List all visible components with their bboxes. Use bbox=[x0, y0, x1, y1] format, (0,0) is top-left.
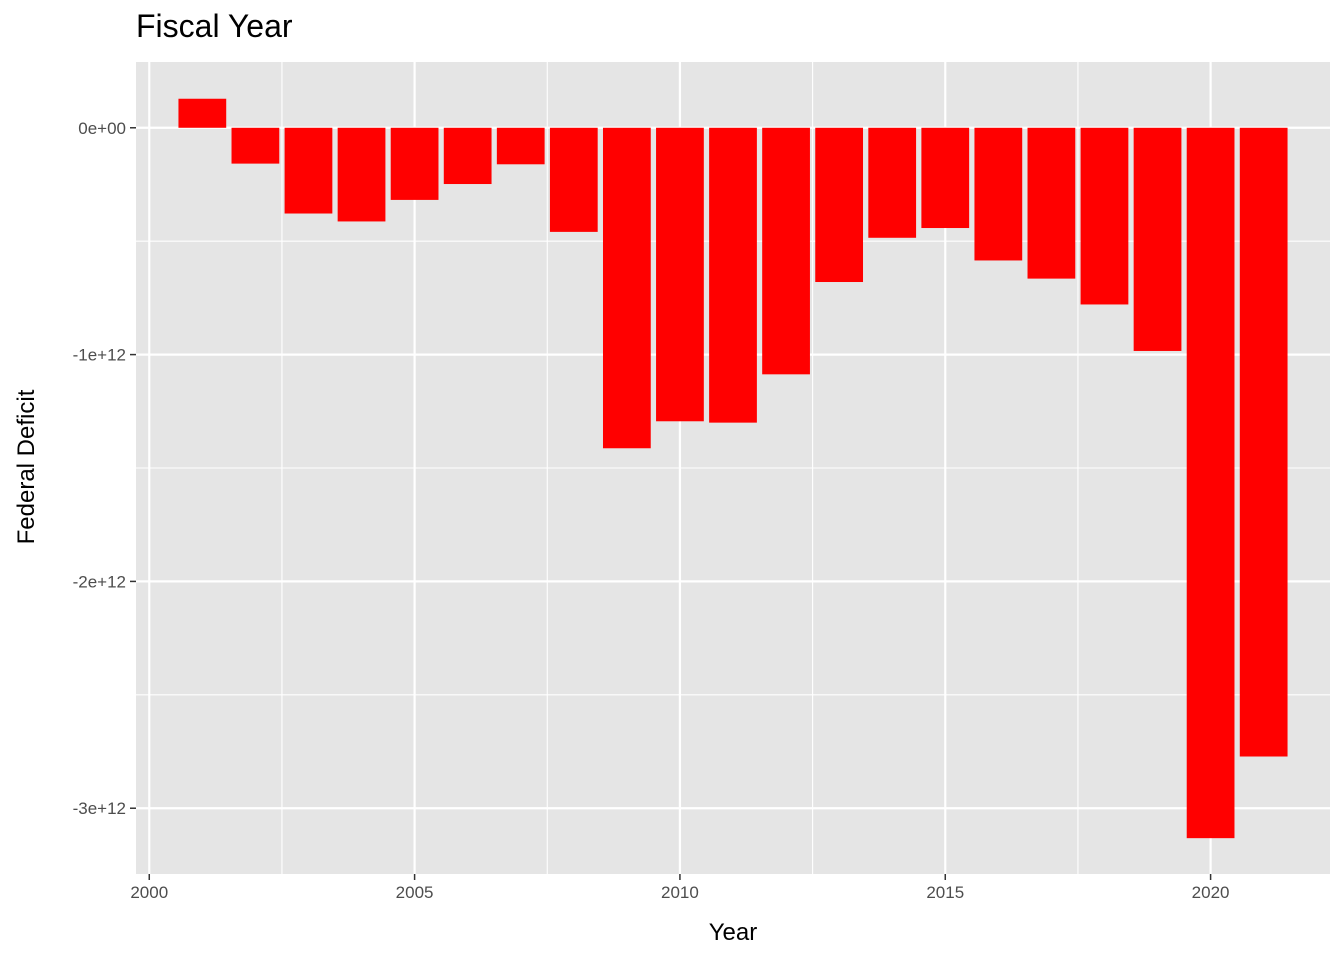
bar-2007 bbox=[496, 127, 545, 165]
bar-2006 bbox=[443, 127, 492, 185]
bar-2014 bbox=[868, 127, 917, 238]
bar-2008 bbox=[549, 127, 598, 232]
bar-2004 bbox=[337, 127, 386, 222]
chart-title: Fiscal Year bbox=[136, 8, 293, 44]
x-tick-label: 2000 bbox=[130, 883, 168, 902]
x-tick-label: 2005 bbox=[396, 883, 434, 902]
y-axis: 0e+00 -1e+12 -2e+12 -3e+12 bbox=[73, 119, 136, 818]
x-tick-label: 2015 bbox=[926, 883, 964, 902]
y-tick-label: -3e+12 bbox=[73, 799, 126, 818]
bar-2015 bbox=[921, 127, 970, 229]
y-tick-label: -2e+12 bbox=[73, 572, 126, 591]
y-tick-label: -1e+12 bbox=[73, 346, 126, 365]
x-axis-title: Year bbox=[709, 919, 758, 946]
grid-minor bbox=[136, 62, 1330, 874]
bars bbox=[178, 98, 1288, 839]
bar-2005 bbox=[390, 127, 439, 200]
bar-2013 bbox=[815, 127, 864, 283]
bar-2002 bbox=[231, 127, 280, 164]
x-axis: 2000 2005 2010 2015 2020 bbox=[130, 874, 1230, 902]
y-tick-label: 0e+00 bbox=[78, 119, 126, 138]
bar-2017 bbox=[1027, 127, 1076, 279]
bar-2012 bbox=[762, 127, 810, 375]
y-axis-title: Federal Deficit bbox=[13, 389, 40, 544]
bar-2018 bbox=[1080, 127, 1129, 305]
bar-2003 bbox=[284, 127, 333, 214]
bar-2010 bbox=[656, 127, 704, 422]
bar-2019 bbox=[1133, 127, 1182, 351]
bar-2001 bbox=[178, 98, 227, 128]
x-tick-label: 2010 bbox=[661, 883, 699, 902]
x-tick-label: 2020 bbox=[1192, 883, 1230, 902]
bar-2021 bbox=[1239, 127, 1288, 757]
bar-2011 bbox=[709, 127, 757, 423]
bar-2016 bbox=[974, 127, 1023, 261]
bar-2020 bbox=[1186, 127, 1235, 839]
bar-2009 bbox=[602, 127, 651, 449]
